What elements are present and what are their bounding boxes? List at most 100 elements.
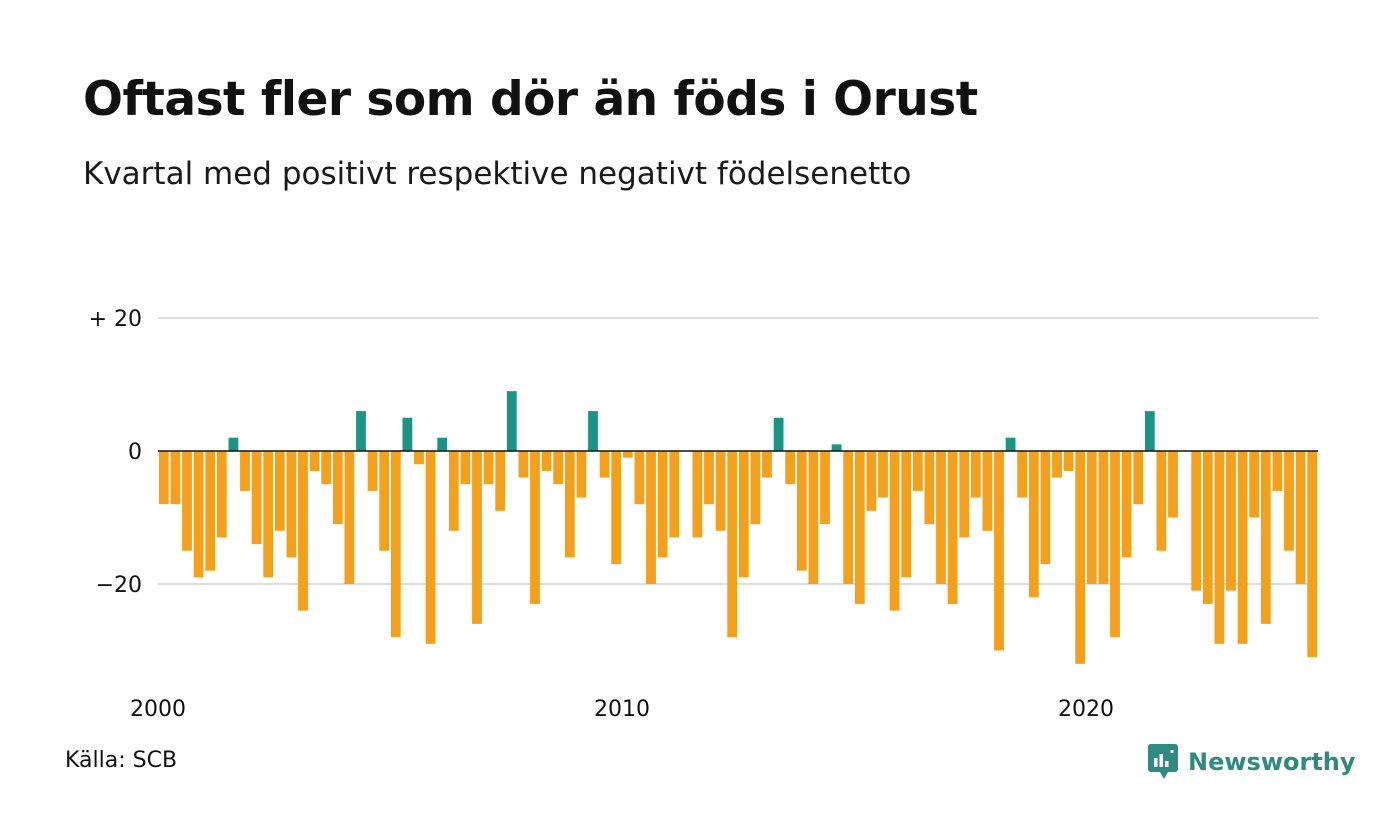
bar-negative: [646, 451, 656, 584]
bar-negative: [274, 451, 285, 531]
brand-logo: Newsworthy: [1148, 744, 1356, 780]
bar-negative: [298, 451, 308, 611]
x-tick-label: 2000: [130, 697, 186, 722]
bar-negative: [982, 451, 993, 531]
bar-negative: [1272, 451, 1283, 491]
bar-negative: [657, 451, 668, 558]
bar-negative: [878, 451, 888, 498]
bar-negative: [959, 451, 970, 538]
bar-negative: [240, 451, 250, 491]
bar-negative: [1260, 451, 1271, 624]
bar-negative: [669, 451, 680, 538]
bar-negative: [495, 451, 506, 511]
bar-negative: [634, 451, 645, 505]
bar-positive: [437, 437, 448, 451]
bar-negative: [762, 451, 772, 478]
bar-negative: [344, 451, 355, 584]
bar-negative: [1156, 451, 1167, 551]
bar-chart: + 20 0 −20 2000 2010 2020: [89, 307, 1318, 722]
bar-negative: [750, 451, 761, 525]
bar-negative: [622, 451, 633, 458]
bar-negative: [182, 451, 192, 551]
y-tick-label: −20: [96, 573, 142, 598]
bar-negative: [460, 451, 471, 485]
bar-negative: [1295, 451, 1306, 584]
bar-positive: [1005, 437, 1016, 451]
bar-negative: [889, 451, 900, 611]
bar-negative: [1017, 451, 1028, 498]
bar-negative: [553, 451, 564, 485]
source-note: Källa: SCB: [65, 748, 178, 773]
bar-negative: [414, 451, 424, 465]
bar-negative: [1249, 451, 1260, 518]
bar-negative: [901, 451, 912, 578]
bar-negative: [321, 451, 332, 485]
bar-negative: [912, 451, 923, 491]
bar-negative: [1237, 451, 1248, 644]
bar-negative: [193, 451, 204, 578]
bar-negative: [309, 451, 320, 471]
bar-negative: [796, 451, 807, 571]
bar-negative: [1168, 451, 1178, 518]
bar-negative: [1028, 451, 1039, 598]
bar-negative: [425, 451, 436, 644]
x-tick-label: 2010: [594, 697, 650, 722]
bar-negative: [1052, 451, 1062, 478]
bar-negative: [379, 451, 390, 551]
bar-negative: [448, 451, 459, 531]
bar-negative: [738, 451, 749, 578]
bar-negative: [843, 451, 854, 584]
bar-negative: [785, 451, 796, 485]
bar-negative: [1063, 451, 1074, 471]
bar-negative: [1307, 451, 1318, 658]
bar-negative: [947, 451, 958, 604]
bar-negative: [970, 451, 981, 498]
bar-negative: [854, 451, 865, 604]
x-tick-label: 2020: [1058, 697, 1114, 722]
bar-negative: [1202, 451, 1213, 604]
bar-negative: [704, 451, 714, 505]
bar-negative: [866, 451, 877, 511]
y-tick-label: 0: [128, 440, 142, 465]
bar-negative: [1086, 451, 1097, 584]
bar-negative: [611, 451, 622, 565]
bar-negative: [1284, 451, 1294, 551]
bars: [158, 391, 1318, 664]
axes: + 20 0 −20 2000 2010 2020: [89, 307, 1318, 722]
bar-negative: [1110, 451, 1120, 638]
bar-negative: [472, 451, 482, 624]
bar-negative: [518, 451, 529, 478]
bar-positive: [773, 417, 784, 451]
chart-subtitle: Kvartal med positivt respektive negativt…: [83, 156, 912, 192]
chart-title: Oftast fler som dör än föds i Orust: [83, 72, 978, 127]
bar-negative: [994, 451, 1004, 651]
bar-negative: [263, 451, 274, 578]
bar-negative: [541, 451, 552, 471]
bar-negative: [530, 451, 540, 604]
bar-negative: [286, 451, 297, 558]
bar-negative: [599, 451, 610, 478]
bar-positive: [588, 411, 598, 451]
bar-negative: [483, 451, 494, 485]
bar-positive: [1144, 411, 1155, 451]
bar-negative: [1191, 451, 1202, 591]
bar-negative: [170, 451, 181, 505]
bar-positive: [506, 391, 517, 451]
bar-negative: [820, 451, 830, 525]
bar-negative: [158, 451, 169, 505]
bar-negative: [936, 451, 946, 584]
bar-negative: [1133, 451, 1144, 505]
bar-negative: [924, 451, 935, 525]
bar-negative: [332, 451, 343, 525]
bar-negative: [808, 451, 819, 584]
y-tick-label: + 20: [89, 307, 142, 332]
bar-positive: [228, 437, 239, 451]
bar-negative: [390, 451, 401, 638]
bar-negative: [564, 451, 575, 558]
bar-negative: [715, 451, 726, 531]
bar-negative: [1226, 451, 1236, 591]
bar-negative: [1214, 451, 1225, 644]
bar-negative: [576, 451, 587, 498]
bar-positive: [831, 444, 842, 451]
brand-name: Newsworthy: [1188, 748, 1356, 776]
